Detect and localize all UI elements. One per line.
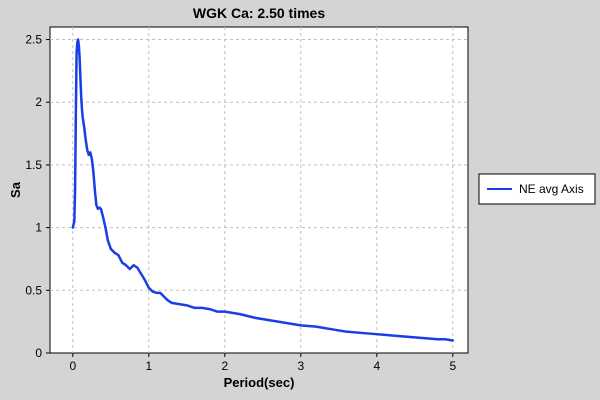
x-axis-ticks: 0 1 2 3 4 5 [69, 353, 456, 373]
legend: NE avg Axis [478, 173, 596, 205]
x-tick-label: 3 [297, 359, 304, 373]
x-axis-title: Period(sec) [224, 375, 295, 390]
y-axis-title: Sa [8, 181, 23, 198]
chart-title: WGK Ca: 2.50 times [193, 5, 325, 21]
y-tick-label: 0.5 [25, 283, 42, 297]
y-axis-ticks: 0 0.5 1 1.5 2 2.5 [25, 33, 50, 360]
y-tick-label: 1 [35, 221, 42, 235]
x-tick-label: 4 [373, 359, 380, 373]
y-tick-label: 2 [35, 95, 42, 109]
y-tick-label: 1.5 [25, 158, 42, 172]
plot-area [49, 26, 469, 354]
series-line-ne-avg-axis [71, 38, 455, 342]
x-tick-label: 5 [449, 359, 456, 373]
x-tick-label: 2 [221, 359, 228, 373]
grid-lines [50, 27, 468, 353]
x-tick-label: 0 [69, 359, 76, 373]
y-tick-label: 2.5 [25, 33, 42, 47]
x-tick-label: 1 [145, 359, 152, 373]
y-tick-label: 0 [35, 346, 42, 360]
legend-label-ne-avg-axis: NE avg Axis [519, 182, 584, 196]
